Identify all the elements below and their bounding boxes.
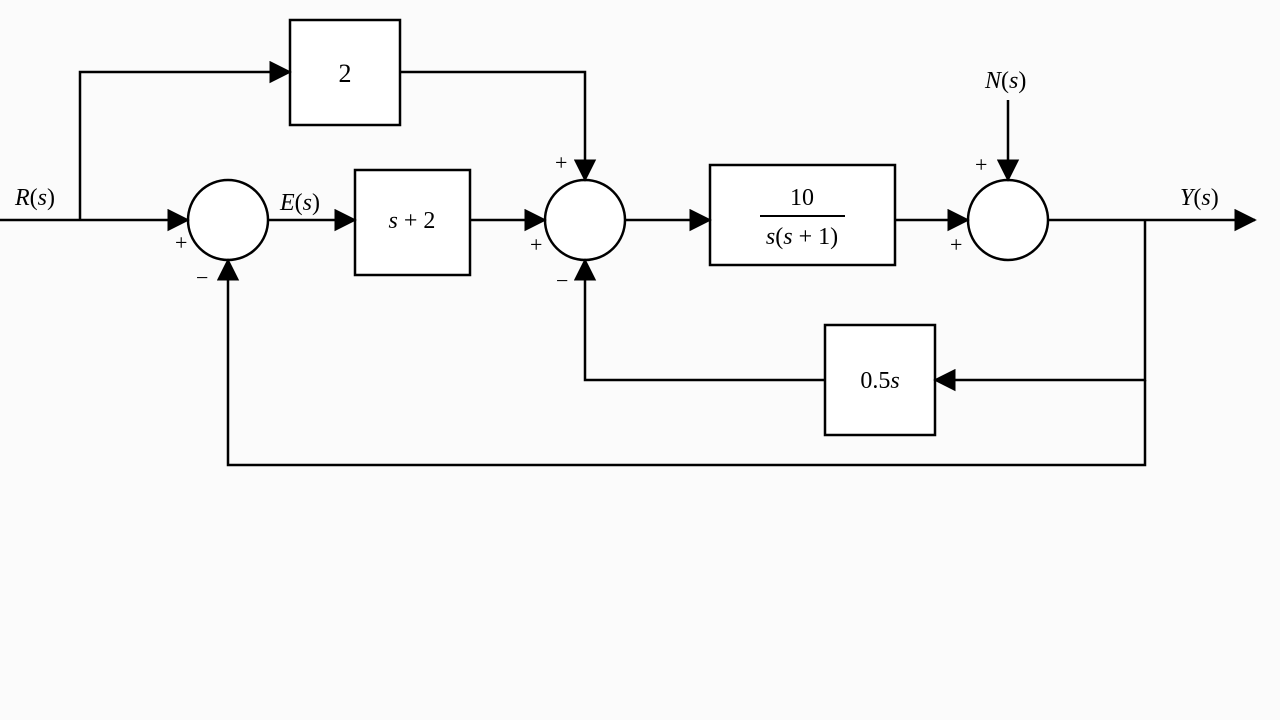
- summer-3: [968, 180, 1048, 260]
- block-diagram: 2 s + 2 10 s(s + 1) 0.5s + −: [0, 0, 1280, 720]
- summer-1: [188, 180, 268, 260]
- label-output: Y(s): [1180, 185, 1219, 211]
- wire-inner-fb-to-sum2: [585, 260, 825, 380]
- block-plant-numer: 10: [790, 185, 814, 211]
- summer-2: [545, 180, 625, 260]
- block-feedforward-label: 2: [339, 59, 352, 88]
- sum2-sign-top: +: [555, 150, 567, 175]
- wire-outer-feedback: [228, 260, 1145, 465]
- sum2-sign-left: +: [530, 232, 542, 257]
- label-input: R(s): [14, 185, 55, 211]
- sum3-sign-left: +: [950, 232, 962, 257]
- block-plant-denom: s(s + 1): [766, 224, 838, 250]
- sum2-sign-bottom: −: [556, 268, 568, 293]
- sum1-sign-plus: +: [175, 230, 187, 255]
- block-controller-label: s + 2: [389, 208, 436, 234]
- block-inner-feedback-label: 0.5s: [860, 368, 899, 394]
- sum1-sign-minus: −: [196, 265, 208, 290]
- label-disturbance: N(s): [984, 68, 1026, 94]
- sum3-sign-top: +: [975, 152, 987, 177]
- label-error: E(s): [279, 190, 320, 216]
